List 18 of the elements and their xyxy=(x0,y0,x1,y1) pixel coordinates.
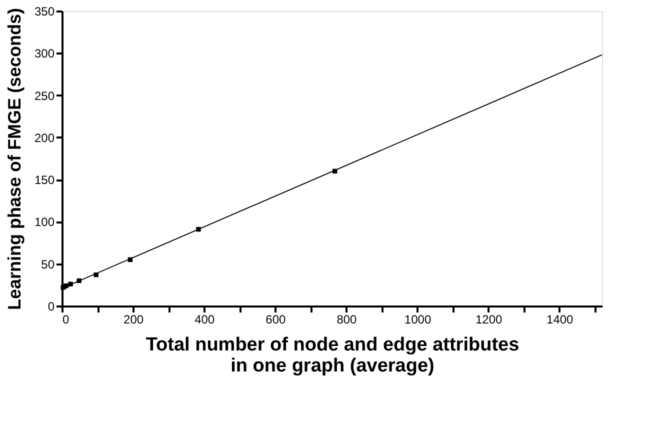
x-axis-title: Total number of node and edge attributes in one graph (average) xyxy=(146,334,520,376)
y-tick-label: 0 xyxy=(48,300,55,314)
y-tick-label: 200 xyxy=(34,130,55,145)
y-axis-title: Learning phase of FMGE (seconds) xyxy=(4,8,24,310)
x-tick-label: 1000 xyxy=(404,312,432,326)
y-tick-label: 350 xyxy=(34,4,55,18)
y-tick-label: 100 xyxy=(34,215,55,230)
x-tick-label: 400 xyxy=(194,312,215,326)
y-tick-label: 150 xyxy=(34,173,55,188)
y-tick-label: 300 xyxy=(34,46,55,61)
x-tick-label: 600 xyxy=(266,312,286,326)
y-tick-label: 50 xyxy=(41,257,55,272)
x-tick-label: 800 xyxy=(336,312,358,326)
x-tick-label: 0 xyxy=(62,312,70,326)
x-tick-label: 1400 xyxy=(546,312,574,326)
x-tick-label: 1200 xyxy=(475,312,502,326)
x-tick-label: 200 xyxy=(124,312,144,326)
y-tick-label: 250 xyxy=(34,88,55,103)
